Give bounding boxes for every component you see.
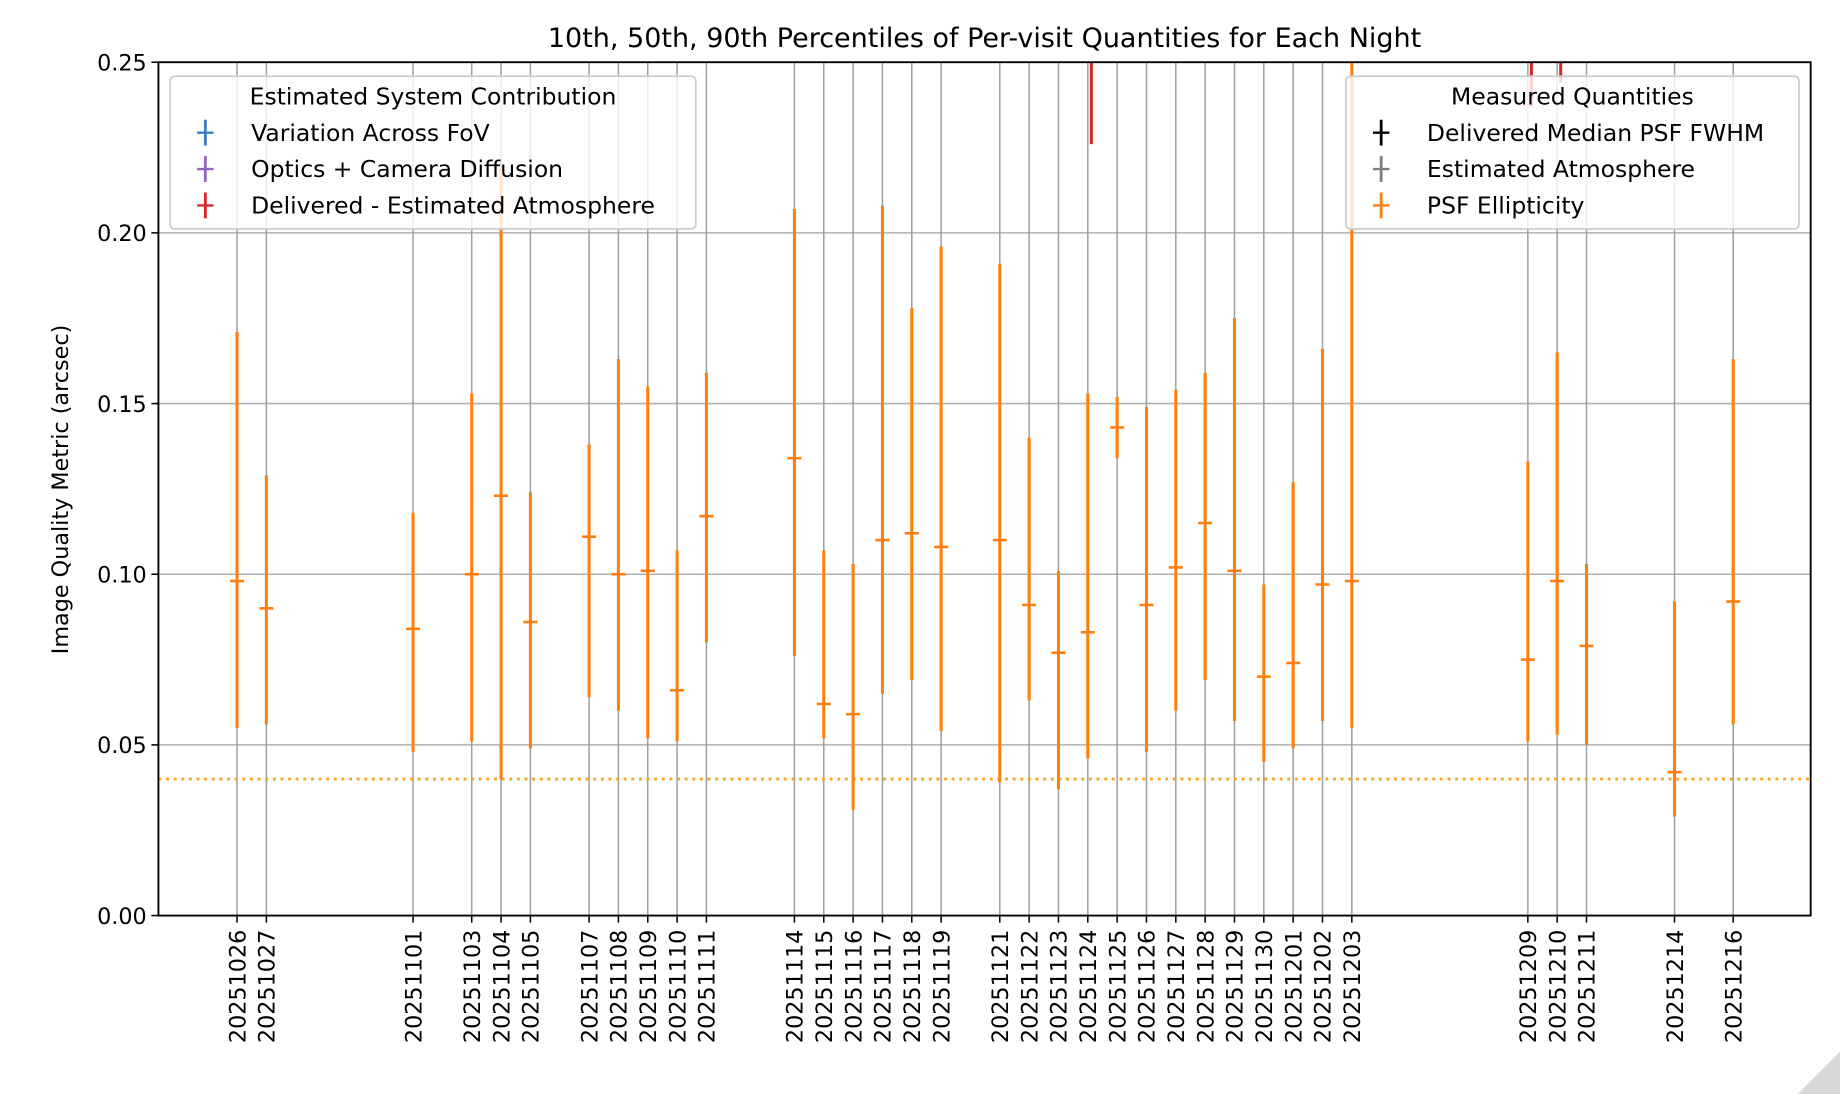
legend-entry-label: Delivered - Estimated Atmosphere — [251, 192, 655, 220]
x-tick-label: 20251124 — [1076, 930, 1102, 1043]
legend-system-box — [169, 75, 697, 230]
x-tick-label: 20251121 — [988, 930, 1014, 1043]
legend-entry-label: PSF Ellipticity — [1427, 192, 1585, 220]
x-tick-label: 20251211 — [1575, 930, 1601, 1043]
x-tick-label: 20251117 — [871, 930, 897, 1043]
x-tick-label: 20251216 — [1721, 930, 1747, 1043]
y-tick-label: 0.15 — [97, 392, 147, 418]
x-tick-label: 20251107 — [577, 930, 603, 1043]
x-tick-label: 20251105 — [519, 930, 545, 1043]
x-tick-label: 20251110 — [665, 930, 691, 1043]
x-tick-label: 20251214 — [1663, 930, 1689, 1043]
legend-measured-box — [1345, 75, 1800, 230]
x-tick-label: 20251201 — [1281, 930, 1307, 1043]
x-tick-label: 20251210 — [1545, 930, 1571, 1043]
legend-system: Estimated System Contribution Variation … — [169, 75, 697, 230]
x-tick-label: 20251026 — [225, 930, 251, 1043]
x-tick-label: 20251127 — [1164, 930, 1190, 1043]
x-tick-label: 20251109 — [636, 930, 662, 1043]
x-tick-label: 20251118 — [900, 930, 926, 1043]
x-tick-label: 20251203 — [1340, 930, 1366, 1043]
x-tick-label: 20251108 — [607, 930, 633, 1043]
y-axis-label: Image Quality Metric (arcsec) — [48, 325, 74, 655]
legend-system-title: Estimated System Contribution — [250, 82, 617, 110]
x-tick-label: 20251103 — [460, 930, 486, 1043]
legend-entry-label: Delivered Median PSF FWHM — [1427, 119, 1764, 147]
x-tick-label: 20251101 — [401, 930, 427, 1043]
marks — [158, 62, 1811, 817]
y-ticks: 0.00 0.05 0.10 0.15 0.20 0.25 — [97, 50, 159, 930]
x-tick-label: 20251126 — [1135, 930, 1161, 1043]
x-tick-label: 20251027 — [255, 930, 281, 1043]
x-tick-label: 20251128 — [1193, 930, 1219, 1043]
x-tick-label: 20251202 — [1311, 930, 1337, 1043]
x-tick-label: 20251116 — [841, 930, 867, 1043]
x-tick-label: 20251130 — [1252, 930, 1278, 1043]
legend-entry-label: Estimated Atmosphere — [1427, 155, 1695, 183]
y-tick-label: 0.25 — [97, 50, 147, 76]
resize-handle[interactable] — [1797, 1051, 1840, 1094]
y-tick-label: 0.20 — [97, 221, 147, 247]
x-tick-label: 20251119 — [929, 930, 955, 1043]
x-tick-label: 20251129 — [1223, 930, 1249, 1043]
x-tick-label: 20251209 — [1516, 930, 1542, 1043]
legend-measured: Measured Quantities Delivered Median PSF… — [1345, 75, 1800, 230]
y-tick-label: 0.10 — [97, 562, 147, 588]
legend-measured-title: Measured Quantities — [1451, 82, 1694, 110]
y-tick-label: 0.00 — [97, 904, 147, 930]
x-tick-label: 20251104 — [489, 930, 515, 1043]
x-tick-label: 20251115 — [812, 930, 838, 1043]
legend-entry-label: Optics + Camera Diffusion — [251, 155, 563, 183]
x-ticks: 20251026 20251027 20251101 20251103 20251104… — [225, 915, 1747, 1043]
x-tick-label: 20251125 — [1105, 930, 1131, 1043]
y-tick-label: 0.05 — [97, 733, 147, 759]
x-tick-label: 20251122 — [1017, 930, 1043, 1043]
legend-entry-label: Variation Across FoV — [251, 119, 490, 147]
x-tick-label: 20251123 — [1047, 930, 1073, 1043]
chart-title: 10th, 50th, 90th Percentiles of Per-visi… — [548, 23, 1421, 54]
x-tick-label: 20251111 — [695, 930, 721, 1043]
x-tick-label: 20251114 — [783, 930, 809, 1043]
plot-frame — [157, 61, 1812, 917]
